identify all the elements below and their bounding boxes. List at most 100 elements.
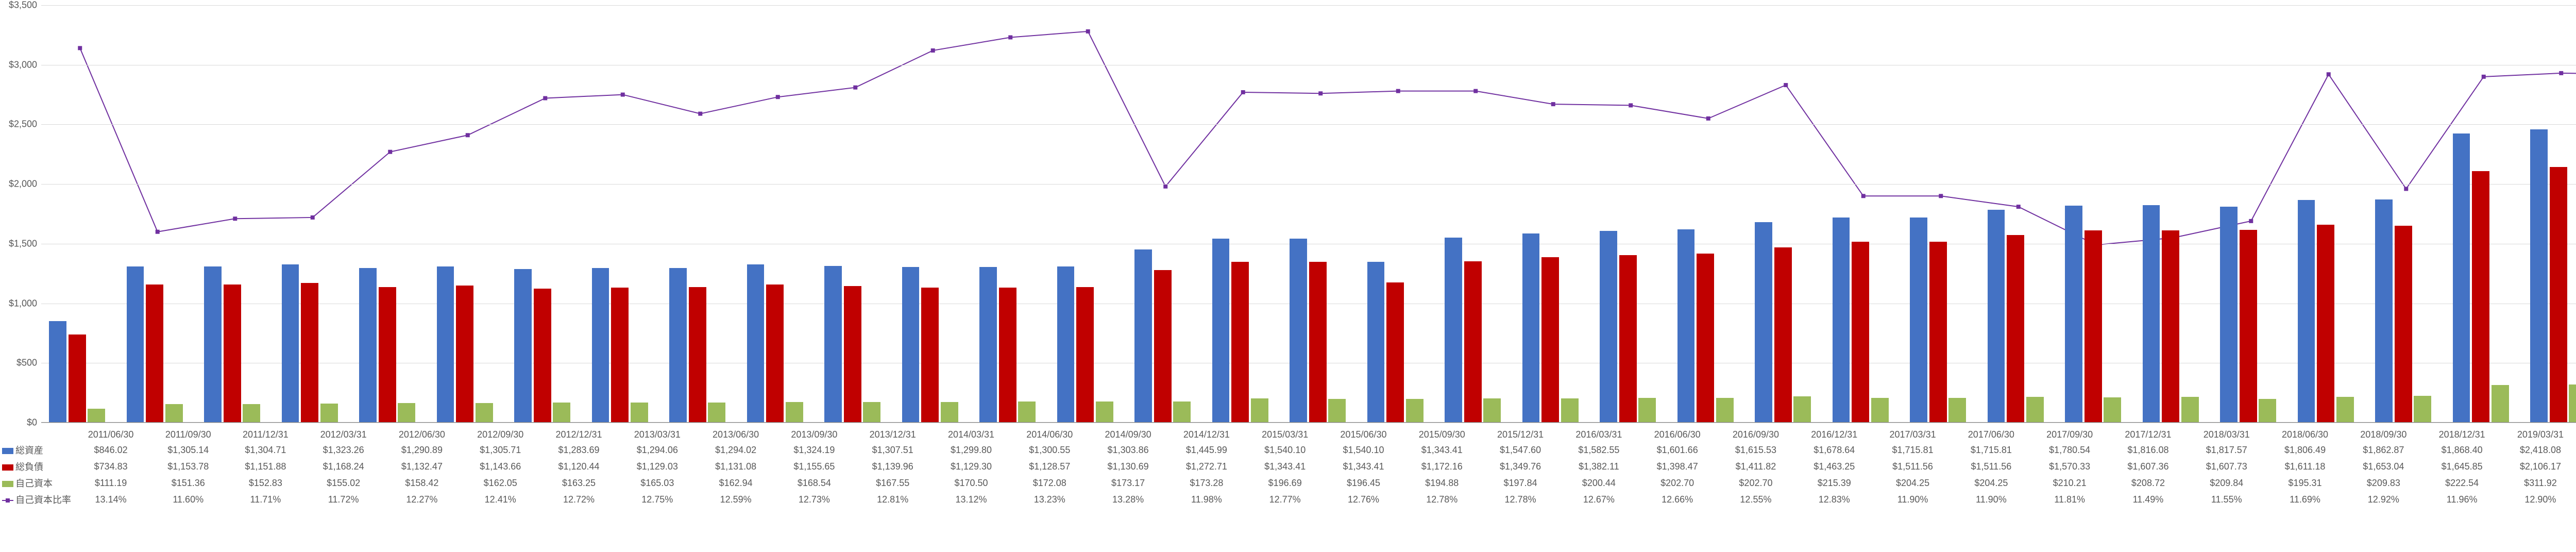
row-label-cell: 自己資本比率 [0,491,72,508]
bar-総資産 [1290,239,1307,422]
table-cell: $1,511.56 [1952,458,2030,475]
row-label-text: 自己資本比率 [15,495,71,505]
ratio-marker [2404,187,2408,191]
table-cell: $1,570.33 [2030,458,2109,475]
table-header-cell: 2018/06/30 [2266,428,2344,442]
table-cell: $170.50 [932,475,1010,491]
ratio-marker [1551,102,1555,106]
table-cell: $1,323.26 [304,442,382,458]
bar-総資産 [1755,222,1772,422]
table-cell: $2,418.08 [2501,442,2576,458]
ratio-marker [2016,205,2021,209]
row-label-text: 総負債 [15,462,43,472]
table-cell: $1,511.56 [1873,458,1952,475]
table-header-cell: 2016/03/31 [1560,428,1638,442]
table-header-cell: 2012/12/31 [539,428,618,442]
bar-総資産 [2298,200,2315,422]
table-cell: $209.84 [2188,475,2266,491]
table-header-cell: 2013/09/30 [775,428,853,442]
table-cell: 11.98% [1167,491,1246,508]
ratio-marker [388,150,392,154]
table-cell: $1,172.16 [1403,458,1481,475]
bar-総負債 [1464,261,1482,422]
bar-総負債 [301,283,318,422]
table-cell: $1,153.78 [149,458,227,475]
table-cell: $163.25 [539,475,618,491]
table-cell: 12.41% [461,491,539,508]
table-cell: 13.14% [72,491,149,508]
table-cell: $173.17 [1089,475,1167,491]
bar-自己資本 [2492,385,2509,422]
left-axis-tick: $2,500 [1,119,37,130]
table-cell: 11.71% [227,491,304,508]
table-cell: $1,324.19 [775,442,853,458]
table-cell: $1,305.71 [461,442,539,458]
table-cell: $734.83 [72,458,149,475]
bar-自己資本 [88,409,105,422]
table-cell: $1,645.85 [2422,458,2501,475]
table-header-cell: 2012/09/30 [461,428,539,442]
bar-自己資本 [2259,399,2276,422]
ratio-marker [1861,194,1866,198]
table-cell: $1,290.89 [383,442,461,458]
ratio-marker [1629,103,1633,107]
bar-自己資本 [1328,399,1346,422]
table-cell: $196.69 [1246,475,1324,491]
table-cell: $1,168.24 [304,458,382,475]
bar-総負債 [2550,167,2567,422]
table-cell: $1,463.25 [1795,458,1873,475]
table-cell: $202.70 [1638,475,1717,491]
chart-container: $0$500$1,000$1,500$2,000$2,500$3,000$3,5… [0,0,2576,552]
bar-総負債 [2395,226,2412,422]
table-cell: $1,607.36 [2109,458,2187,475]
table-cell: $222.54 [2422,475,2501,491]
bar-自己資本 [1251,398,1268,422]
table-header-cell: 2013/12/31 [854,428,932,442]
table-cell: $1,300.55 [1010,442,1089,458]
bar-自己資本 [863,402,880,422]
bar-総資産 [2453,133,2470,422]
bar-自己資本 [2336,397,2354,422]
bar-総負債 [1154,270,1172,422]
data-table: 2011/06/302011/09/302011/12/312012/03/31… [0,428,2576,508]
table-cell: $1,283.69 [539,442,618,458]
table-cell: $1,129.03 [618,458,697,475]
table-cell: 11.81% [2030,491,2109,508]
bar-総資産 [2530,129,2548,422]
left-axis-tick: $0 [1,417,37,428]
table-cell: $210.21 [2030,475,2109,491]
table-cell: $1,411.82 [1717,458,1795,475]
bar-総資産 [902,267,920,422]
ratio-marker [853,86,857,90]
bar-総負債 [2317,225,2334,422]
table-cell: 11.55% [2188,491,2266,508]
table-cell: $173.28 [1167,475,1246,491]
bar-総資産 [514,269,532,422]
table-row: 自己資本比率13.14%11.60%11.71%11.72%12.27%12.4… [0,491,2576,508]
table-cell: $1,307.51 [854,442,932,458]
bar-自己資本 [2414,396,2431,423]
table-header-cell: 2014/06/30 [1010,428,1089,442]
table-cell: $1,715.81 [1952,442,2030,458]
table-cell: 11.60% [149,491,227,508]
bar-総資産 [437,266,454,422]
table-cell: $1,715.81 [1873,442,1952,458]
table-header-cell: 2014/09/30 [1089,428,1167,442]
bar-自己資本 [553,403,570,422]
bar-総負債 [1929,242,1947,422]
table-cell: $208.72 [2109,475,2187,491]
ratio-marker [1163,185,1167,189]
table-header-cell: 2011/06/30 [72,428,149,442]
bar-総資産 [2065,206,2082,422]
table-cell: $1,540.10 [1246,442,1324,458]
table-header-cell: 2018/03/31 [2188,428,2266,442]
table-corner [0,428,72,442]
table-row: 総資産$846.02$1,305.14$1,304.71$1,323.26$1,… [0,442,2576,458]
ratio-marker [1396,89,1400,93]
bar-総負債 [844,286,861,422]
left-axis-tick: $1,000 [1,298,37,309]
legend-swatch-line [2,500,13,501]
ratio-marker [621,93,625,97]
table-cell: $1,398.47 [1638,458,1717,475]
table-cell: $172.08 [1010,475,1089,491]
